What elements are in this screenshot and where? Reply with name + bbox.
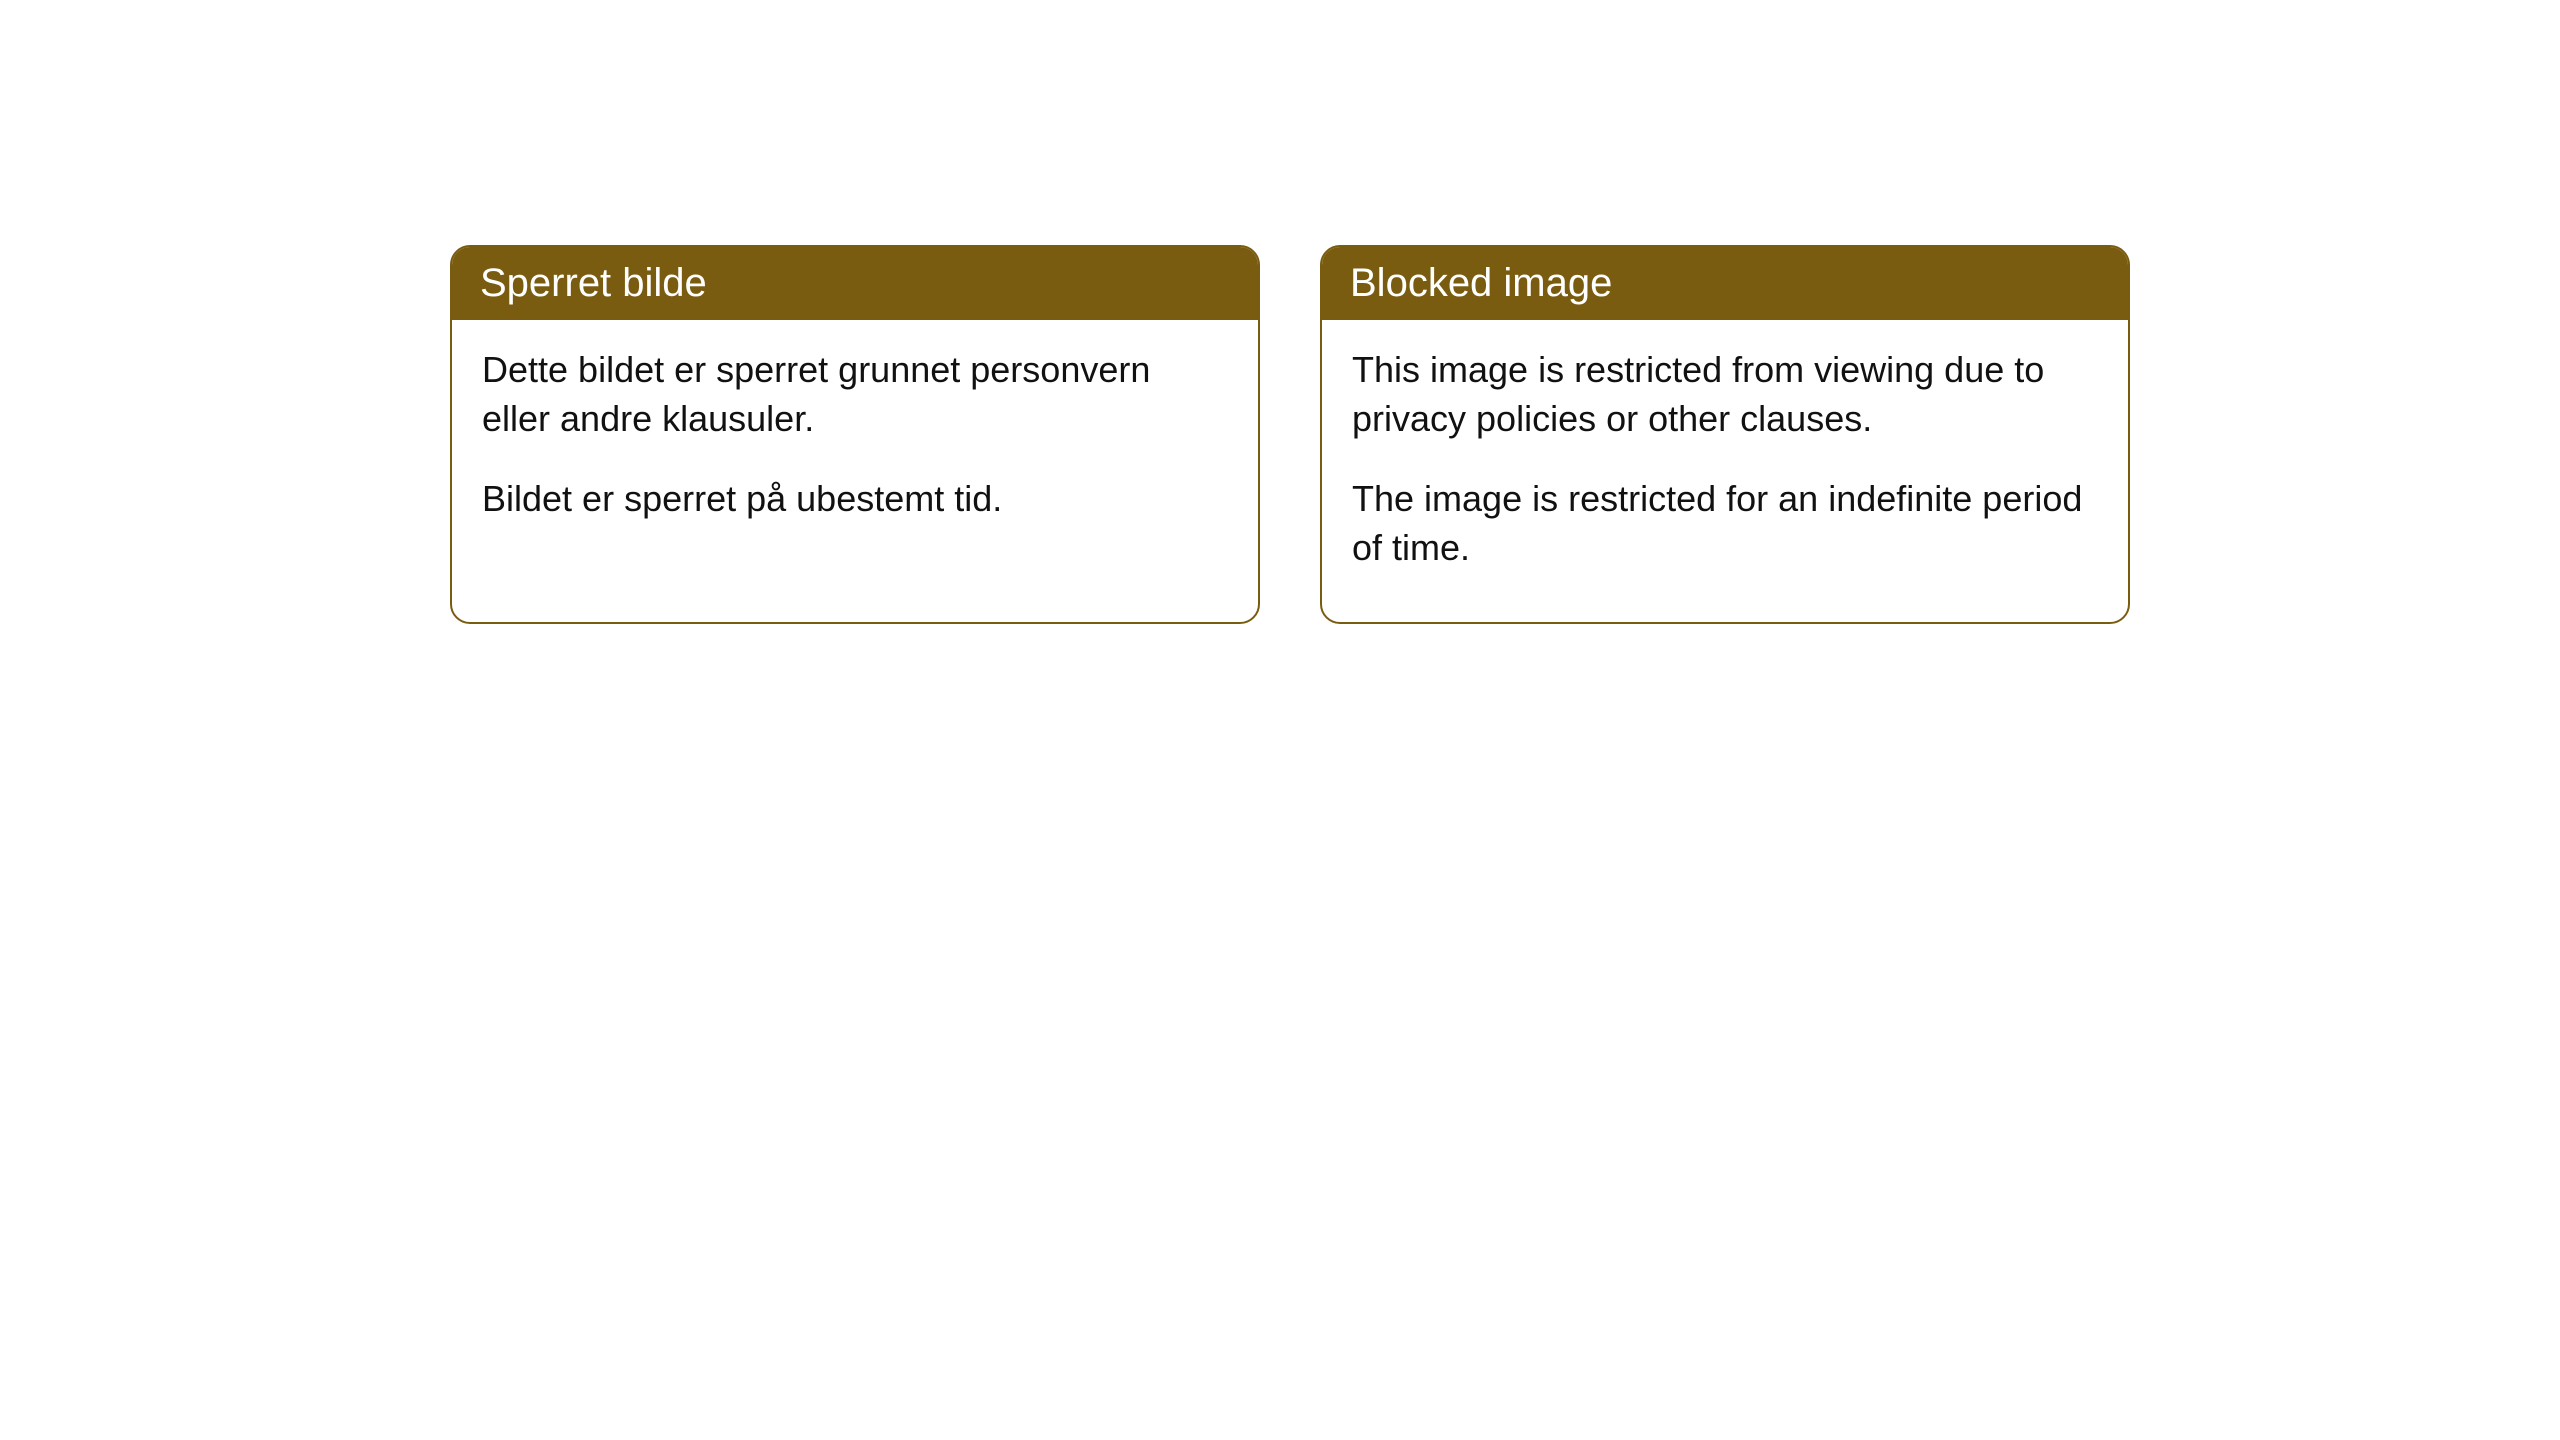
cards-container: Sperret bilde Dette bildet er sperret gr… bbox=[0, 0, 2560, 624]
card-text-no-1: Dette bildet er sperret grunnet personve… bbox=[482, 346, 1228, 443]
card-header-no: Sperret bilde bbox=[452, 247, 1258, 320]
card-body-no: Dette bildet er sperret grunnet personve… bbox=[452, 320, 1258, 574]
card-title-no: Sperret bilde bbox=[480, 261, 707, 305]
card-text-en-1: This image is restricted from viewing du… bbox=[1352, 346, 2098, 443]
card-text-en-2: The image is restricted for an indefinit… bbox=[1352, 475, 2098, 572]
blocked-image-card-en: Blocked image This image is restricted f… bbox=[1320, 245, 2130, 624]
card-header-en: Blocked image bbox=[1322, 247, 2128, 320]
card-body-en: This image is restricted from viewing du… bbox=[1322, 320, 2128, 622]
blocked-image-card-no: Sperret bilde Dette bildet er sperret gr… bbox=[450, 245, 1260, 624]
card-text-no-2: Bildet er sperret på ubestemt tid. bbox=[482, 475, 1228, 524]
card-title-en: Blocked image bbox=[1350, 261, 1612, 305]
